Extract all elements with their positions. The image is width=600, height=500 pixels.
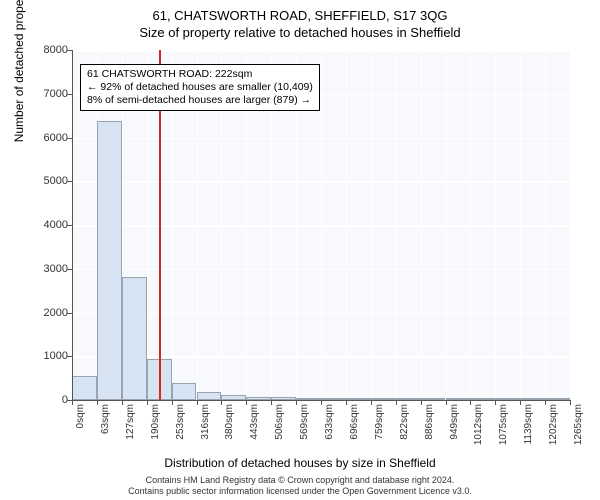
xtick-label: 949sqm — [449, 404, 460, 454]
xtick-mark — [296, 400, 297, 405]
ytick-label: 5000 — [18, 175, 68, 187]
xtick-label: 443sqm — [249, 404, 260, 454]
xtick-mark — [545, 400, 546, 405]
grid-line-v — [371, 50, 372, 400]
xtick-label: 759sqm — [374, 404, 385, 454]
xtick-label: 1265sqm — [573, 404, 584, 454]
histogram-bar — [122, 277, 147, 400]
xtick-mark — [321, 400, 322, 405]
ytick-label: 3000 — [18, 263, 68, 275]
ytick-label: 0 — [18, 394, 68, 406]
xtick-mark — [446, 400, 447, 405]
annotation-line1: 61 CHATSWORTH ROAD: 222sqm — [87, 68, 313, 81]
ytick-label: 8000 — [18, 44, 68, 56]
xtick-mark — [271, 400, 272, 405]
xtick-label: 696sqm — [349, 404, 360, 454]
ytick-mark — [67, 50, 72, 51]
chart-container: 61, CHATSWORTH ROAD, SHEFFIELD, S17 3QG … — [0, 0, 600, 500]
ytick-mark — [67, 181, 72, 182]
xtick-label: 1012sqm — [473, 404, 484, 454]
xtick-label: 127sqm — [125, 404, 136, 454]
xtick-label: 190sqm — [150, 404, 161, 454]
xtick-mark — [221, 400, 222, 405]
histogram-bar — [97, 121, 122, 400]
xtick-label: 1075sqm — [498, 404, 509, 454]
xtick-label: 633sqm — [324, 404, 335, 454]
footer-line1: Contains HM Land Registry data © Crown c… — [0, 475, 600, 485]
xtick-mark — [147, 400, 148, 405]
xtick-mark — [470, 400, 471, 405]
plot-area: 61 CHATSWORTH ROAD: 222sqm ← 92% of deta… — [72, 50, 570, 400]
xtick-label: 506sqm — [274, 404, 285, 454]
grid-line-v — [421, 50, 422, 400]
xtick-mark — [197, 400, 198, 405]
xtick-mark — [97, 400, 98, 405]
xtick-label: 316sqm — [200, 404, 211, 454]
xtick-label: 822sqm — [399, 404, 410, 454]
histogram-bar — [172, 383, 197, 400]
xtick-mark — [246, 400, 247, 405]
ytick-mark — [67, 356, 72, 357]
xtick-label: 253sqm — [175, 404, 186, 454]
annotation-line3: 8% of semi-detached houses are larger (8… — [87, 94, 313, 107]
x-axis-label: Distribution of detached houses by size … — [0, 456, 600, 470]
chart-title-line2: Size of property relative to detached ho… — [0, 23, 600, 40]
grid-line-v — [396, 50, 397, 400]
xtick-label: 63sqm — [100, 404, 111, 454]
annotation-line2: ← 92% of detached houses are smaller (10… — [87, 81, 313, 94]
grid-line-v — [346, 50, 347, 400]
grid-line-v — [570, 50, 571, 400]
grid-line-v — [321, 50, 322, 400]
chart-title-line1: 61, CHATSWORTH ROAD, SHEFFIELD, S17 3QG — [0, 0, 600, 23]
grid-line-v — [470, 50, 471, 400]
grid-line-v — [446, 50, 447, 400]
ytick-label: 2000 — [18, 307, 68, 319]
xtick-label: 380sqm — [224, 404, 235, 454]
histogram-bar — [72, 376, 97, 401]
ytick-label: 1000 — [18, 350, 68, 362]
ytick-mark — [67, 138, 72, 139]
footer-line2: Contains public sector information licen… — [0, 486, 600, 496]
xtick-label: 1202sqm — [548, 404, 559, 454]
grid-line-v — [545, 50, 546, 400]
ytick-label: 7000 — [18, 88, 68, 100]
xtick-mark — [172, 400, 173, 405]
ytick-label: 4000 — [18, 219, 68, 231]
grid-line-v — [495, 50, 496, 400]
ytick-label: 6000 — [18, 132, 68, 144]
grid-line-v — [520, 50, 521, 400]
xtick-mark — [371, 400, 372, 405]
ytick-mark — [67, 94, 72, 95]
ytick-mark — [67, 313, 72, 314]
xtick-mark — [122, 400, 123, 405]
xtick-mark — [570, 400, 571, 405]
footer: Contains HM Land Registry data © Crown c… — [0, 475, 600, 496]
y-axis-line — [72, 50, 73, 400]
histogram-bar — [197, 392, 222, 400]
xtick-mark — [520, 400, 521, 405]
ytick-mark — [67, 269, 72, 270]
xtick-mark — [421, 400, 422, 405]
xtick-mark — [495, 400, 496, 405]
ytick-mark — [67, 225, 72, 226]
xtick-label: 1139sqm — [523, 404, 534, 454]
xtick-label: 886sqm — [424, 404, 435, 454]
xtick-label: 569sqm — [299, 404, 310, 454]
xtick-mark — [396, 400, 397, 405]
y-axis-label: Number of detached properties — [12, 0, 26, 142]
xtick-label: 0sqm — [75, 404, 86, 454]
xtick-mark — [72, 400, 73, 405]
annotation-box: 61 CHATSWORTH ROAD: 222sqm ← 92% of deta… — [80, 64, 320, 111]
xtick-mark — [346, 400, 347, 405]
